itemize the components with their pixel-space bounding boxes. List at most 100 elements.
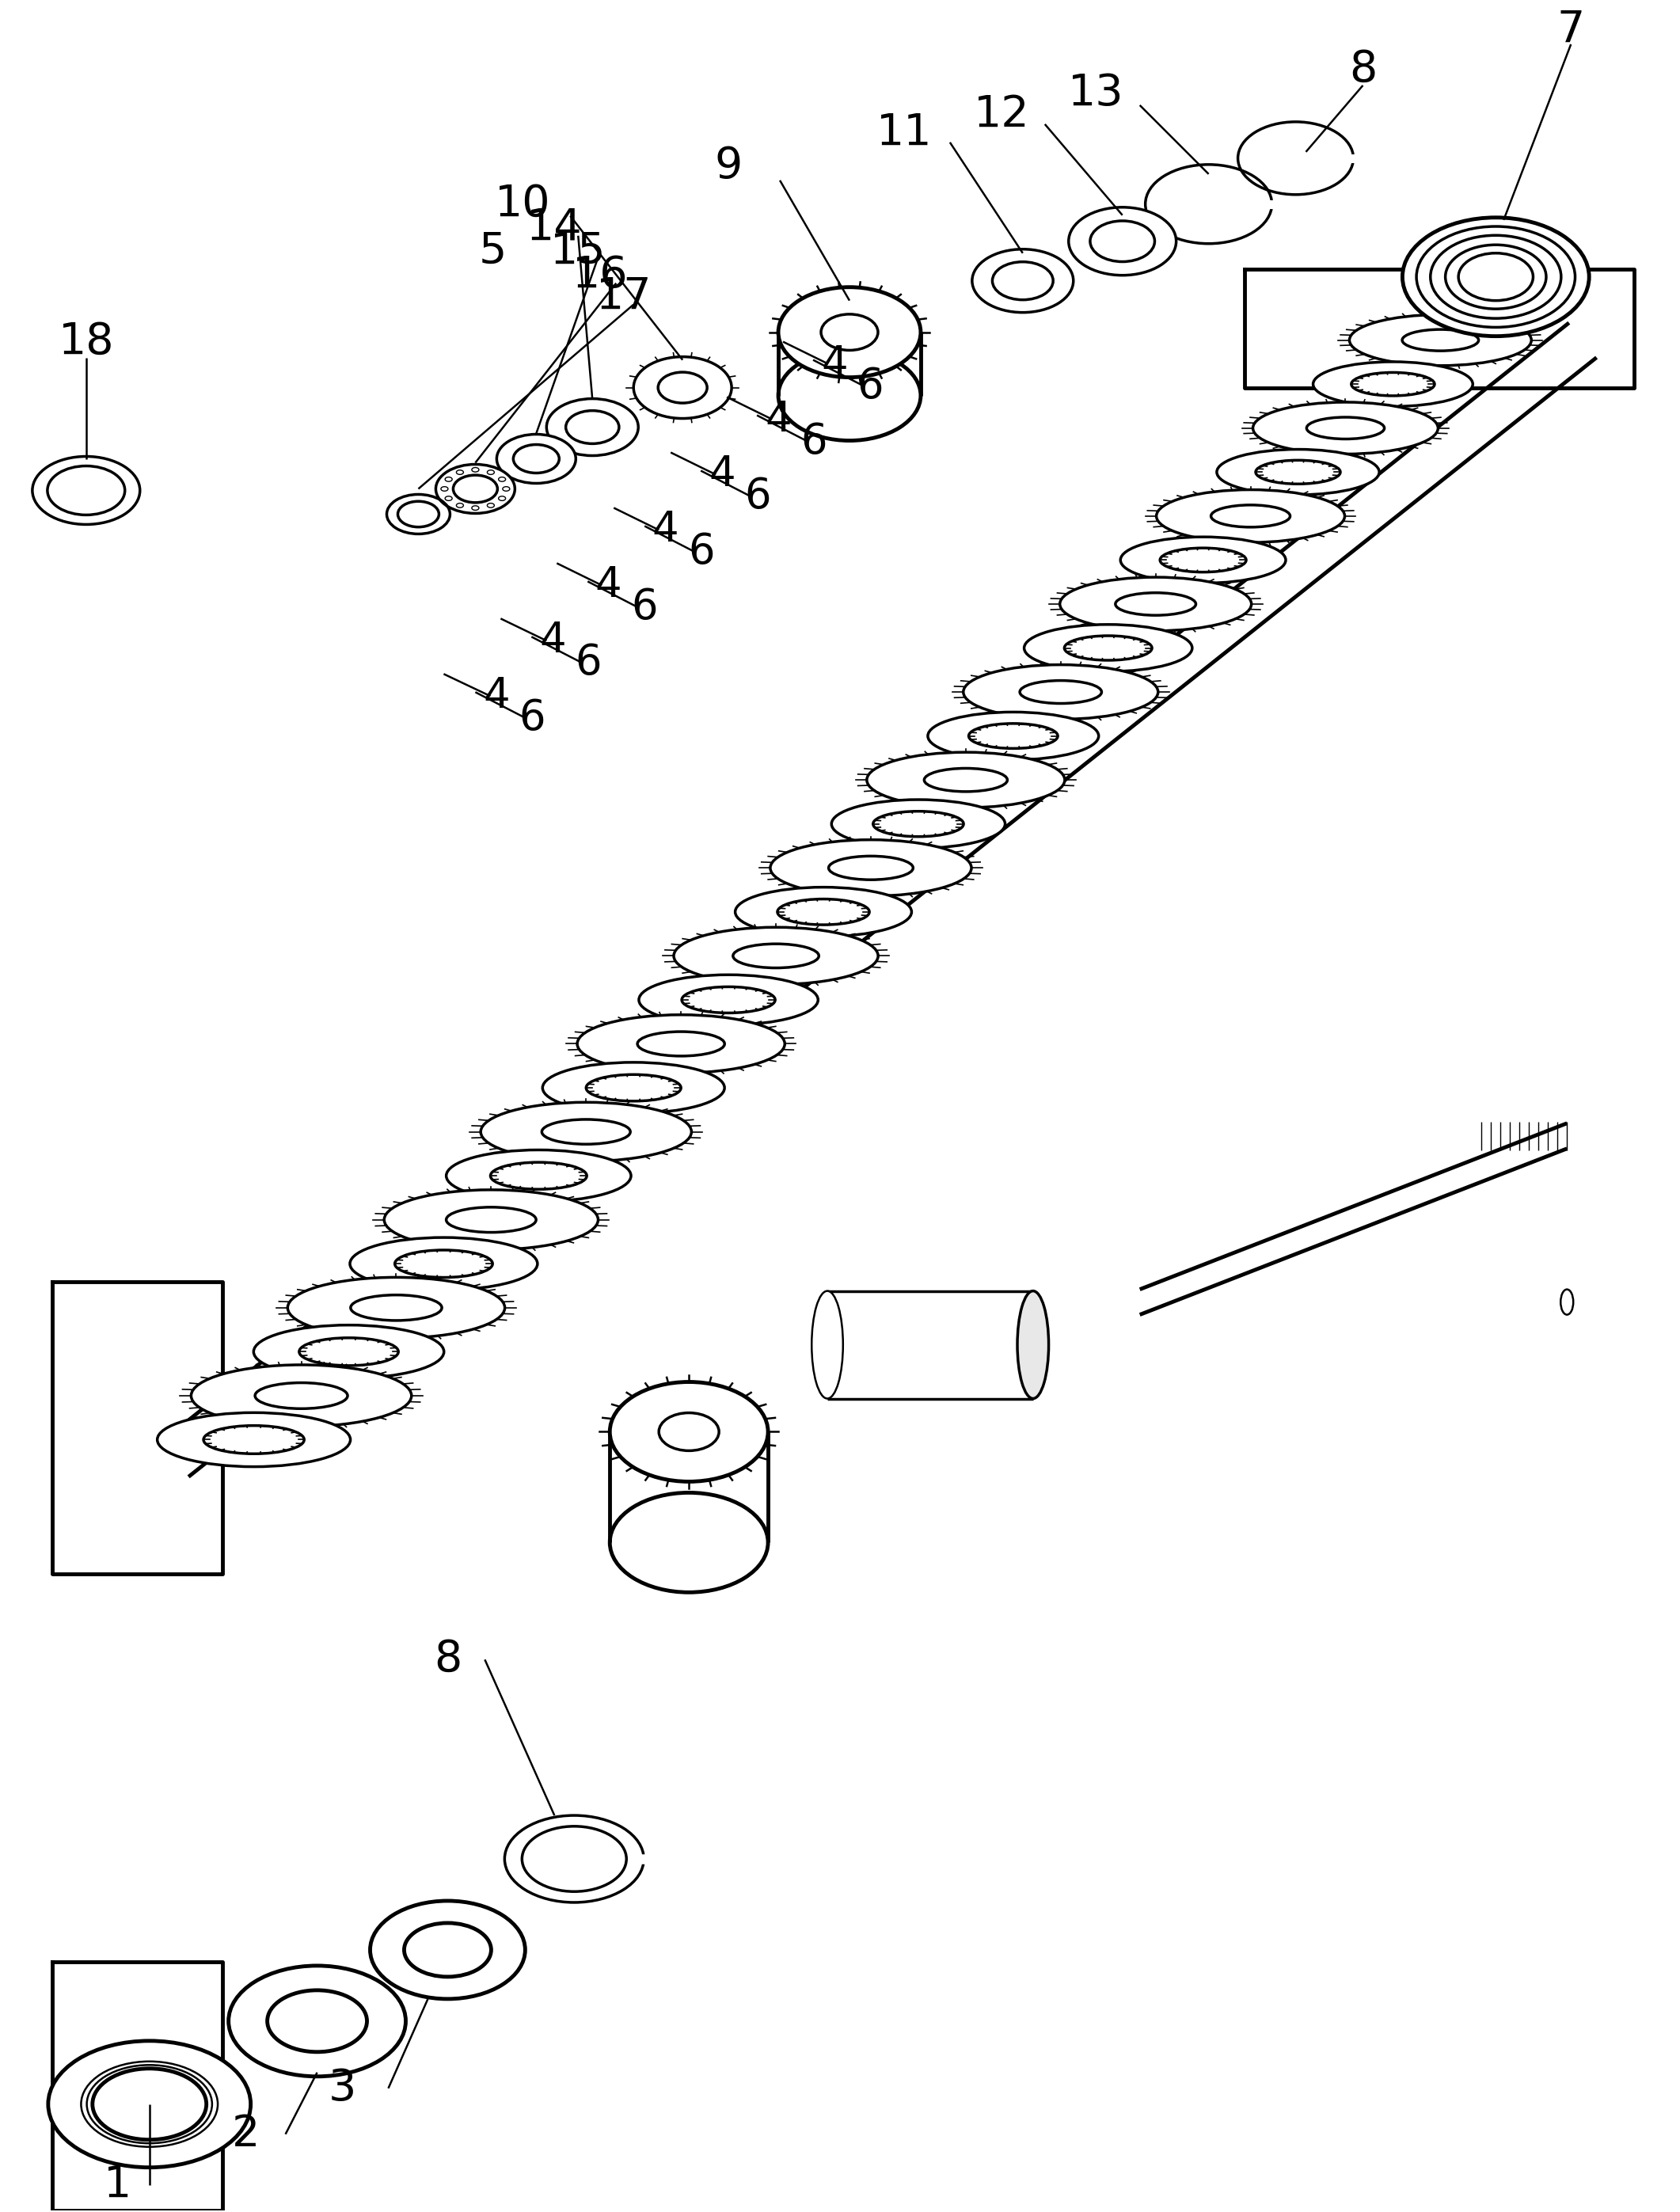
Text: 6: 6 — [744, 476, 771, 518]
Ellipse shape — [867, 752, 1065, 807]
Ellipse shape — [822, 314, 879, 349]
Ellipse shape — [578, 1015, 785, 1073]
Ellipse shape — [1349, 314, 1532, 365]
Ellipse shape — [736, 887, 912, 936]
Text: 12: 12 — [973, 93, 1030, 137]
Ellipse shape — [963, 666, 1158, 719]
Ellipse shape — [637, 1031, 724, 1055]
Ellipse shape — [610, 1382, 768, 1482]
Ellipse shape — [1307, 418, 1384, 438]
Ellipse shape — [203, 1425, 304, 1453]
Ellipse shape — [566, 411, 618, 445]
Polygon shape — [52, 1281, 222, 1575]
Ellipse shape — [874, 812, 964, 836]
Text: 6: 6 — [575, 641, 601, 684]
Ellipse shape — [778, 898, 869, 925]
Ellipse shape — [1065, 635, 1152, 659]
Ellipse shape — [370, 1900, 526, 2000]
Ellipse shape — [659, 1413, 719, 1451]
Ellipse shape — [228, 1966, 407, 2077]
Text: 13: 13 — [1068, 73, 1124, 115]
Text: 6: 6 — [632, 586, 659, 628]
Text: 9: 9 — [714, 144, 743, 188]
Text: 15: 15 — [551, 230, 606, 272]
Ellipse shape — [586, 1075, 680, 1102]
Ellipse shape — [1403, 330, 1478, 352]
Ellipse shape — [633, 356, 731, 418]
Ellipse shape — [1156, 489, 1344, 542]
Ellipse shape — [1403, 217, 1589, 336]
Text: 4: 4 — [484, 675, 511, 717]
Ellipse shape — [349, 1237, 538, 1290]
Ellipse shape — [385, 1190, 598, 1250]
Ellipse shape — [659, 372, 707, 403]
Ellipse shape — [254, 1325, 444, 1378]
Ellipse shape — [1018, 1292, 1048, 1398]
Ellipse shape — [832, 799, 1005, 847]
Text: 16: 16 — [573, 254, 628, 296]
Text: 6: 6 — [801, 420, 827, 462]
Ellipse shape — [1090, 221, 1154, 261]
Ellipse shape — [778, 349, 921, 440]
Ellipse shape — [497, 434, 576, 482]
Ellipse shape — [405, 1922, 491, 1978]
Ellipse shape — [769, 841, 971, 896]
Text: 2: 2 — [232, 2112, 260, 2154]
Ellipse shape — [1159, 549, 1247, 573]
Text: 6: 6 — [857, 365, 884, 407]
Text: 4: 4 — [764, 398, 791, 440]
Text: 3: 3 — [328, 2066, 356, 2110]
Text: 5: 5 — [479, 230, 507, 272]
Ellipse shape — [92, 2068, 207, 2139]
Ellipse shape — [828, 856, 914, 880]
Text: 4: 4 — [709, 453, 736, 495]
Text: 1: 1 — [104, 2163, 131, 2205]
Ellipse shape — [638, 975, 818, 1024]
Ellipse shape — [480, 1102, 692, 1161]
Ellipse shape — [1351, 372, 1435, 396]
Ellipse shape — [973, 250, 1074, 312]
Ellipse shape — [993, 261, 1053, 301]
Ellipse shape — [1314, 363, 1473, 407]
Ellipse shape — [924, 768, 1008, 792]
Ellipse shape — [1216, 449, 1379, 495]
Ellipse shape — [674, 927, 879, 984]
Ellipse shape — [158, 1413, 351, 1467]
Text: 10: 10 — [496, 184, 551, 226]
Text: 4: 4 — [595, 564, 622, 606]
Text: 8: 8 — [433, 1639, 462, 1681]
Ellipse shape — [447, 1150, 632, 1201]
Ellipse shape — [1255, 460, 1341, 484]
Text: 17: 17 — [596, 274, 652, 319]
Ellipse shape — [732, 945, 818, 969]
Text: 18: 18 — [59, 321, 114, 363]
Ellipse shape — [546, 398, 638, 456]
Text: 4: 4 — [539, 619, 566, 661]
Ellipse shape — [1561, 1290, 1572, 1314]
Ellipse shape — [610, 1493, 768, 1593]
Ellipse shape — [1068, 208, 1176, 274]
Ellipse shape — [778, 288, 921, 378]
Ellipse shape — [969, 723, 1058, 748]
Text: 7: 7 — [1557, 9, 1584, 51]
Ellipse shape — [1253, 403, 1438, 453]
Ellipse shape — [543, 1062, 724, 1113]
Ellipse shape — [1116, 593, 1196, 615]
Polygon shape — [1245, 270, 1635, 387]
Ellipse shape — [682, 987, 774, 1013]
Ellipse shape — [255, 1382, 348, 1409]
Ellipse shape — [299, 1338, 398, 1365]
Ellipse shape — [927, 712, 1099, 761]
Text: 14: 14 — [526, 206, 583, 250]
Ellipse shape — [267, 1991, 366, 2053]
Ellipse shape — [49, 2042, 250, 2168]
Text: 6: 6 — [689, 531, 716, 573]
Ellipse shape — [1121, 538, 1285, 584]
Ellipse shape — [287, 1276, 504, 1338]
Ellipse shape — [1025, 624, 1193, 672]
Text: 4: 4 — [822, 343, 848, 385]
Text: 8: 8 — [1349, 49, 1378, 91]
Ellipse shape — [1211, 504, 1290, 526]
Ellipse shape — [1060, 577, 1252, 630]
Text: 11: 11 — [877, 111, 932, 155]
